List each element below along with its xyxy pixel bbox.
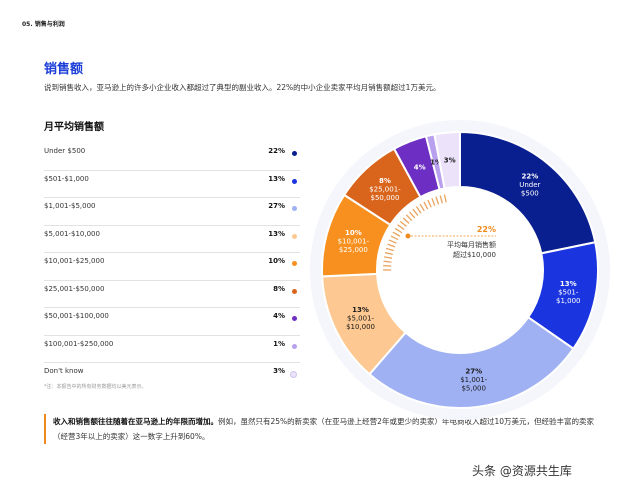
legend-color-dot	[292, 261, 297, 266]
legend-value: 8%	[273, 284, 285, 293]
legend-category: Don't know	[44, 367, 84, 375]
legend-category: $1,001-$5,000	[44, 202, 96, 210]
footnote: *注：本报告中的所有财务数据均以美元表示。	[44, 384, 147, 390]
legend-row: $10,001-$25,000 10%	[44, 253, 300, 281]
highlight-tick	[384, 256, 393, 259]
legend-value: 4%	[273, 312, 285, 320]
legend-row: $501-$1,000 13%	[44, 171, 300, 198]
center-caption: 超过$10,000	[453, 250, 496, 259]
slice-label: 3%	[444, 156, 456, 164]
intro-text: 说到销售收入，亚马逊上的许多小企业收入都超过了典型的副业收入。22%的中小企业卖…	[44, 83, 441, 92]
slice-label: 1%	[430, 159, 442, 167]
highlight-tick	[397, 224, 405, 231]
legend-value: 1%	[273, 339, 285, 348]
legend-category: $25,001-$50,000	[44, 284, 105, 293]
legend-value: 10%	[268, 257, 285, 265]
highlight-tick	[385, 247, 394, 252]
legend-category: $501-$1,000	[44, 174, 89, 183]
legend-row: $1,001-$5,000 27%	[44, 198, 300, 226]
slice-label: 13% $501-$1,000	[556, 280, 581, 305]
callout-text: 例如，虽然只有25%的新卖家（在亚马逊上经营2年或更少的卖家）年电商收入超过10…	[53, 417, 594, 441]
slice-label: 13% $5,001-$10,000	[346, 306, 375, 331]
highlight-tick	[402, 217, 410, 224]
legend-color-dot	[292, 343, 297, 349]
callout-box: 收入和销售额往往随着在亚马逊上的年限而增加。例如，虽然只有25%的新卖家（在亚马…	[44, 414, 608, 444]
center-caption: 平均每月销售额	[447, 240, 496, 249]
center-value: 22%	[477, 225, 496, 234]
highlight-tick	[394, 227, 403, 234]
highlight-tick	[392, 231, 401, 237]
legend-value: 13%	[268, 229, 285, 238]
legend-category: $50,001-$100,000	[44, 312, 109, 320]
legend-row: $25,001-$50,000 8%	[44, 281, 300, 308]
highlight-tick	[405, 214, 413, 222]
legend-row: $50,001-$100,000 4%	[44, 308, 300, 336]
legend-color-dot	[292, 233, 297, 239]
highlight-tick	[427, 199, 432, 208]
highlight-tick	[419, 203, 425, 212]
slice-label: 22% Under $500	[519, 172, 540, 197]
highlight-tick	[387, 243, 396, 248]
legend-category: $10,001-$25,000	[44, 257, 105, 265]
highlight-tick	[443, 194, 447, 203]
legend-color-dot	[292, 316, 297, 321]
section-label: 05. 销售与利润	[22, 21, 65, 28]
legend-color-dot	[292, 151, 297, 156]
watermark: 头条 @资源共生库	[472, 464, 572, 478]
legend-row: Don't know 3%	[44, 363, 300, 390]
highlight-tick	[423, 201, 429, 210]
donut-slice	[368, 315, 575, 409]
highlight-tick	[415, 206, 422, 214]
legend-list: Under $500 22% $501-$1,000 13% $1,001-$5,000…	[44, 143, 300, 390]
legend-color-dot	[290, 371, 297, 378]
callout-bold-text: 收入和销售额往往随着在亚马逊上的年限而增加。	[53, 417, 218, 426]
highlight-tick	[383, 260, 392, 263]
slice-label: 8% $25,001-$50,000	[369, 177, 401, 202]
donut-slice	[459, 130, 597, 255]
chart-subheading: 月平均销售额	[44, 122, 104, 133]
highlight-tick	[431, 198, 436, 206]
legend-value: 22%	[268, 147, 285, 155]
slice-label: 27% $1,001-$5,000	[460, 368, 487, 393]
highlight-tick	[409, 211, 416, 219]
highlight-tick	[399, 220, 407, 227]
donut-slice	[433, 130, 461, 190]
slice-label: 10% $10,001-$25,000	[338, 229, 370, 254]
highlight-tick	[439, 195, 443, 204]
legend-category: $100,001-$250,000	[44, 339, 114, 348]
legend-category: Under $500	[44, 147, 86, 155]
legend-row: $5,001-$10,000 13%	[44, 226, 300, 253]
highlight-tick	[390, 235, 399, 241]
highlight-tick	[412, 208, 419, 216]
legend-row: Under $500 22%	[44, 143, 300, 171]
donut-chart: 22% Under $500 13% $501-$1,000 27% $1,001-$5,0…	[321, 130, 599, 409]
highlight-tick	[384, 251, 393, 256]
center-marker-dot	[405, 233, 411, 239]
legend-category: $5,001-$10,000	[44, 229, 100, 238]
legend-row: $100,001-$250,000 1%	[44, 336, 300, 363]
page-title: 销售额	[44, 62, 84, 77]
legend-color-dot	[292, 206, 297, 211]
slice-label: 4%	[414, 164, 426, 172]
highlight-tick	[388, 239, 397, 244]
legend-color-dot	[292, 288, 297, 294]
legend-value: 27%	[268, 202, 285, 210]
legend-color-dot	[292, 178, 297, 184]
legend-value: 13%	[268, 174, 285, 183]
highlight-tick	[435, 196, 440, 205]
legend-value: 3%	[273, 367, 285, 375]
